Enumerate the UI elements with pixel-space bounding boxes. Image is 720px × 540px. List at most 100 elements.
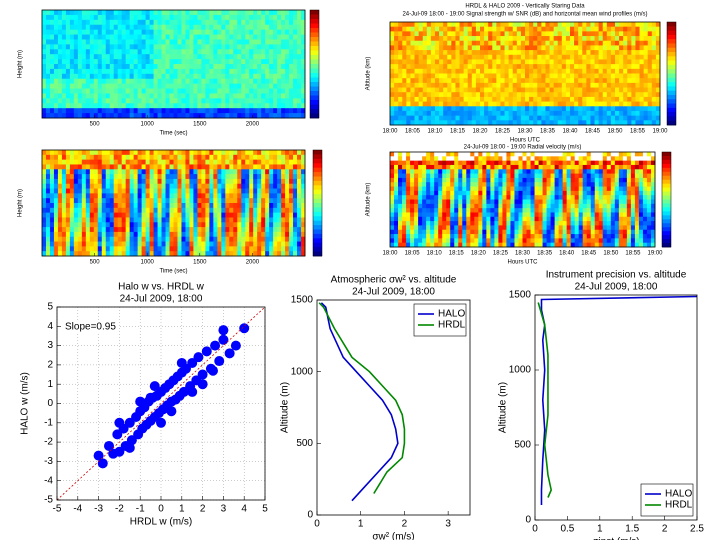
heatmap-cell (201, 83, 206, 89)
heatmap-cell (586, 92, 591, 98)
heatmap-cell (561, 78, 567, 84)
heatmap-cell (635, 78, 640, 84)
heatmap-cell (225, 59, 230, 65)
heatmap-cell (42, 159, 47, 165)
heatmap-cell (418, 208, 423, 213)
heatmap-cell (474, 152, 479, 157)
x-tick-label: 19:00 (652, 129, 668, 135)
heatmap-cell (53, 113, 59, 119)
heatmap-cell (109, 236, 115, 242)
heatmap-cell (129, 10, 135, 16)
heatmap-cell (221, 83, 226, 89)
heatmap-cell (113, 207, 119, 214)
heatmap-cell (455, 106, 460, 112)
heatmap-cell (193, 198, 198, 204)
heatmap-cell (81, 207, 87, 214)
heatmap-cell (205, 24, 210, 31)
heatmap-cell (277, 39, 282, 45)
heatmap-cell (249, 251, 254, 257)
heatmap-cell (109, 222, 115, 228)
heatmap-cell (643, 92, 649, 98)
heatmap-cell (265, 19, 270, 26)
heatmap-cell (65, 246, 71, 252)
heatmap-cell (225, 98, 230, 104)
heatmap-cell (61, 103, 67, 109)
heatmap-cell (121, 44, 127, 50)
colorbar-cell (667, 34, 676, 40)
heatmap-cell (57, 217, 63, 223)
heatmap-cell (463, 110, 469, 117)
heatmap-cell (631, 22, 636, 28)
heatmap-cell (217, 39, 222, 45)
heatmap-cell (265, 231, 270, 238)
heatmap-cell (149, 19, 154, 26)
heatmap-cell (500, 59, 505, 65)
heatmap-cell (133, 198, 139, 204)
heatmap-cell (418, 110, 424, 117)
heatmap-cell (574, 59, 579, 65)
heatmap-cell (462, 234, 467, 239)
heatmap-cell (516, 68, 522, 74)
heatmap-cell (97, 103, 103, 109)
heatmap-cell (533, 50, 538, 56)
heatmap-cell (289, 159, 294, 165)
heatmap-cell (434, 156, 439, 162)
heatmap-cell (137, 44, 143, 50)
heatmap-cell (484, 78, 489, 84)
heatmap-cell (241, 207, 246, 214)
heatmap-cell (439, 50, 444, 56)
heatmap-cell (129, 183, 135, 189)
heatmap-cell (233, 198, 238, 204)
heatmap-cell (157, 178, 162, 185)
heatmap-cell (541, 64, 546, 70)
heatmap-cell (289, 10, 294, 16)
heatmap-cell (81, 231, 87, 238)
heatmap-cell (516, 82, 522, 88)
heatmap-cell (466, 212, 471, 218)
heatmap-cell (297, 159, 302, 165)
heatmap-cell (201, 159, 206, 165)
heatmap-cell (455, 82, 460, 88)
colorbar-cell (313, 176, 322, 182)
heatmap-cell (73, 54, 79, 60)
heatmap-cell (149, 73, 154, 80)
heatmap-cell (541, 106, 546, 112)
heatmap-cell (137, 246, 143, 252)
heatmap-cell (285, 64, 290, 70)
heatmap-cell (57, 10, 63, 16)
heatmap-cell (141, 193, 147, 199)
heatmap-cell (113, 222, 119, 228)
heatmap-cell (153, 19, 158, 26)
heatmap-cell (470, 208, 475, 213)
heatmap-cell (89, 49, 95, 55)
heatmap-cell (293, 59, 298, 65)
heatmap-cell (525, 40, 530, 46)
heatmap-cell (578, 45, 583, 51)
heatmap-cell (165, 183, 170, 189)
heatmap-cell (463, 40, 469, 46)
heatmap-cell (233, 88, 238, 94)
heatmap-cell (398, 82, 403, 88)
heatmap-cell (631, 110, 636, 117)
heatmap-cell (454, 234, 459, 239)
heatmap-cell (157, 108, 162, 114)
heatmap-cell (520, 92, 526, 98)
heatmap-cell (602, 50, 608, 56)
heatmap-cell (125, 236, 131, 242)
heatmap-cell (42, 207, 47, 214)
heatmap-cell (121, 108, 127, 114)
heatmap-cell (141, 113, 147, 119)
heatmap-cell (73, 73, 79, 80)
heatmap-cell (480, 64, 485, 70)
heatmap-cell (434, 164, 439, 170)
heatmap-cell (635, 101, 640, 107)
heatmap-cell (61, 236, 67, 242)
heatmap-cell (49, 227, 55, 233)
heatmap-cell (109, 73, 115, 80)
heatmap-cell (177, 64, 182, 70)
heatmap-cell (133, 64, 139, 70)
heatmap-cell (390, 110, 395, 117)
heatmap-cell (639, 59, 645, 65)
heatmap-cell (237, 78, 242, 85)
heatmap-cell (398, 242, 403, 248)
